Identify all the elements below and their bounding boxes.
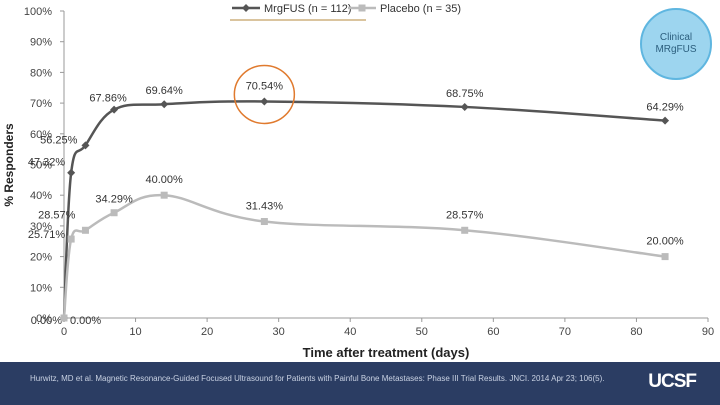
clinical-mrgfus-badge: Clinical MRgFUS xyxy=(640,8,712,80)
data-point-marker xyxy=(661,253,669,261)
data-point-marker xyxy=(661,116,670,125)
data-label: 20.00% xyxy=(646,236,684,248)
footer-bar: Hurwitz, MD et al. Magnetic Resonance-Gu… xyxy=(0,362,720,405)
x-tick-label: 30 xyxy=(273,326,285,338)
series-line-placebo xyxy=(62,193,666,319)
legend-label: MrgFUS (n = 112) xyxy=(264,3,352,15)
x-tick-label: 10 xyxy=(129,326,141,338)
data-point-marker xyxy=(60,314,68,322)
data-point-marker xyxy=(110,209,118,217)
data-label: 56.25% xyxy=(40,134,78,146)
x-tick-label: 0 xyxy=(61,326,67,338)
x-tick-label: 20 xyxy=(201,326,213,338)
data-point-marker xyxy=(110,105,119,114)
data-point-marker xyxy=(460,102,469,111)
highlight-circle xyxy=(233,64,296,125)
y-axis-title: % Responders xyxy=(2,123,16,207)
data-label: 0.00% xyxy=(70,315,101,327)
data-label: 68.75% xyxy=(446,88,484,100)
y-tick-label: 100% xyxy=(24,6,52,18)
data-point-marker xyxy=(67,235,75,243)
x-tick-label: 40 xyxy=(344,326,356,338)
data-label: 47.32% xyxy=(28,157,66,169)
data-label: 69.64% xyxy=(146,85,184,97)
data-point-marker xyxy=(81,141,90,150)
x-tick-label: 90 xyxy=(702,326,714,338)
data-label: 28.57% xyxy=(38,209,76,221)
data-point-marker xyxy=(67,168,76,177)
data-point-marker xyxy=(461,226,469,234)
ucsf-logo: UCSF xyxy=(648,371,697,392)
y-tick-label: 60% xyxy=(30,129,52,141)
data-label: 31.43% xyxy=(246,201,284,213)
legend-marker xyxy=(358,4,366,12)
y-tick-label: 50% xyxy=(30,160,52,172)
y-tick-label: 30% xyxy=(30,221,52,233)
legend-marker xyxy=(242,4,250,12)
x-axis-title: Time after treatment (days) xyxy=(303,345,470,360)
y-tick-label: 40% xyxy=(30,190,52,202)
data-point-marker xyxy=(260,97,269,106)
y-tick-label: 20% xyxy=(30,252,52,264)
y-tick-label: 10% xyxy=(30,282,52,294)
data-label: 40.00% xyxy=(146,174,184,186)
x-tick-label: 80 xyxy=(630,326,642,338)
data-label: 28.57% xyxy=(446,209,484,221)
citation-text: Hurwitz, MD et al. Magnetic Resonance-Gu… xyxy=(30,374,605,383)
badge-line-1: Clinical xyxy=(659,32,693,43)
data-label: 70.54% xyxy=(246,80,284,92)
x-tick-label: 60 xyxy=(487,326,499,338)
y-tick-label: 0% xyxy=(36,313,52,325)
legend-label: Placebo (n = 35) xyxy=(380,3,461,15)
x-tick-label: 70 xyxy=(559,326,571,338)
data-label: 25.71% xyxy=(28,229,66,241)
y-tick-label: 90% xyxy=(30,37,52,49)
chart: 0% 10% 20% 30% 40% 50% 60% 70% 80% 90% 100% 0 10 20 30… xyxy=(2,3,714,360)
y-tick-label: 80% xyxy=(30,67,52,79)
badge-line-2: MRgFUS xyxy=(655,44,697,55)
series-line-mrgfus xyxy=(62,100,666,319)
data-label: 0.00% xyxy=(31,315,62,327)
data-label: 67.86% xyxy=(89,93,127,105)
x-tick-label: 50 xyxy=(416,326,428,338)
data-point-marker xyxy=(81,226,89,234)
data-label: 64.29% xyxy=(646,102,684,114)
data-point-marker xyxy=(160,100,169,109)
data-label: 34.29% xyxy=(95,194,133,206)
y-tick-label: 70% xyxy=(30,98,52,110)
data-point-marker xyxy=(260,218,268,226)
data-point-marker xyxy=(160,191,168,199)
